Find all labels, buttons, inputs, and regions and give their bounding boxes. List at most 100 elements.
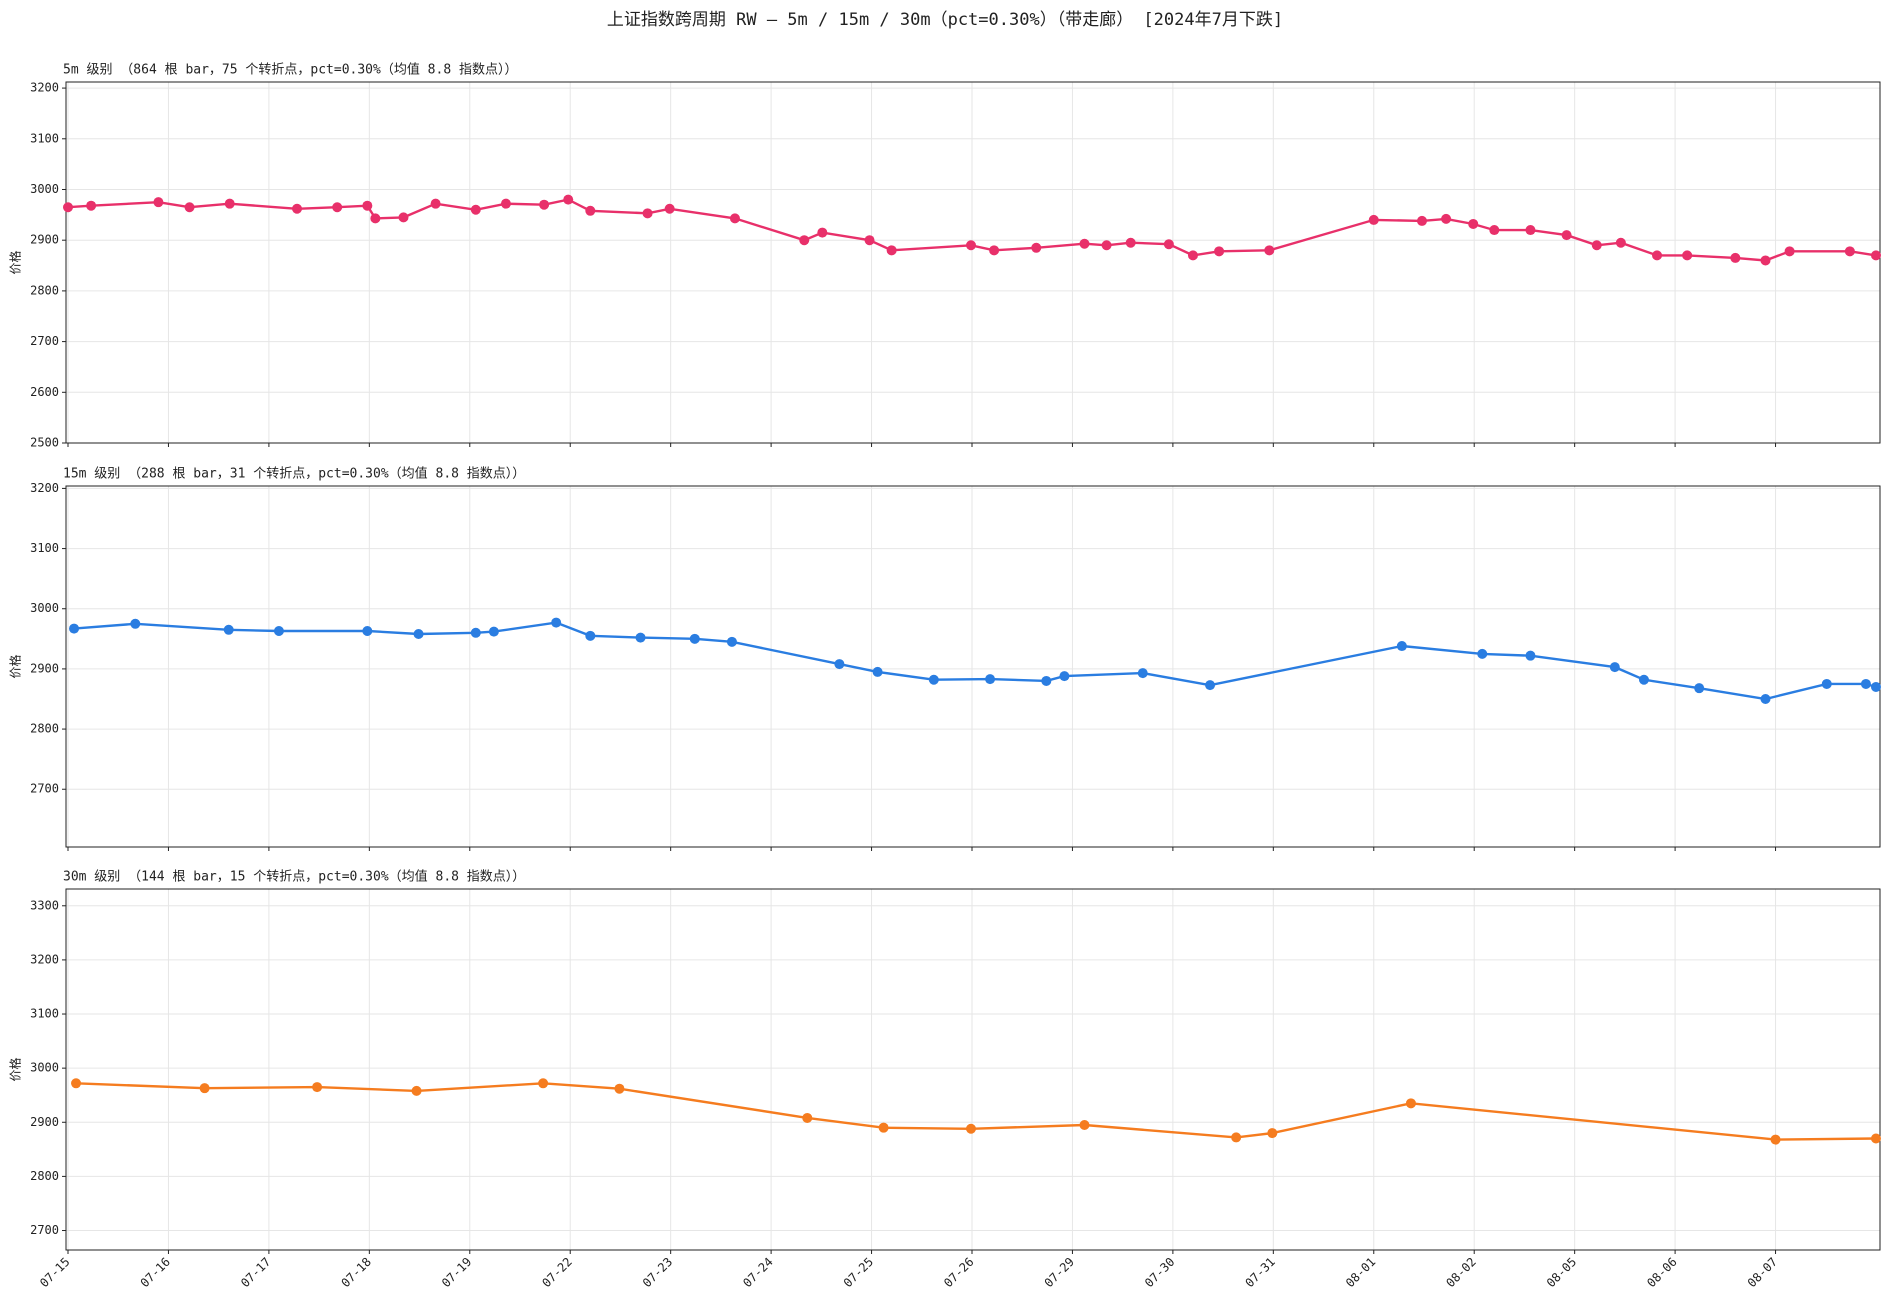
turning-point bbox=[729, 213, 740, 224]
x-tick-label: 07-26 bbox=[941, 1255, 976, 1290]
turning-point bbox=[86, 200, 97, 211]
turning-point bbox=[413, 629, 424, 640]
turning-point bbox=[928, 674, 939, 685]
turning-point bbox=[430, 198, 441, 209]
turning-point bbox=[470, 204, 481, 215]
turning-point bbox=[1137, 668, 1148, 679]
turning-point bbox=[362, 200, 373, 211]
y-tick-label: 3000 bbox=[30, 601, 59, 615]
y-tick-label: 3100 bbox=[30, 541, 59, 555]
turning-point bbox=[585, 630, 596, 641]
turning-point bbox=[538, 1078, 549, 1089]
turning-point bbox=[1760, 255, 1771, 266]
turning-point bbox=[1267, 1128, 1278, 1139]
turning-point bbox=[1205, 680, 1216, 691]
turning-point bbox=[1870, 681, 1881, 692]
turning-point bbox=[223, 624, 234, 635]
turning-point bbox=[551, 617, 562, 628]
y-tick-label: 2800 bbox=[30, 722, 59, 736]
turning-point bbox=[1760, 693, 1771, 704]
x-tick-label: 08-05 bbox=[1544, 1255, 1579, 1290]
panel-subtitle: 15m 级别 （288 根 bar，31 个转折点，pct=0.30%（均值 8… bbox=[63, 466, 525, 482]
y-tick-label: 2500 bbox=[30, 436, 59, 450]
y-tick-label: 3100 bbox=[30, 131, 59, 145]
turning-point bbox=[370, 213, 381, 224]
y-tick-label: 3000 bbox=[30, 1061, 59, 1075]
turning-point bbox=[1405, 1098, 1416, 1109]
turning-point bbox=[184, 202, 195, 213]
turning-point bbox=[1694, 683, 1705, 694]
x-tick-label: 07-24 bbox=[740, 1255, 775, 1290]
x-tick-label: 07-29 bbox=[1042, 1255, 1077, 1290]
y-tick-label: 3200 bbox=[30, 481, 59, 495]
turning-line bbox=[75, 1082, 1877, 1141]
x-tick-label: 07-18 bbox=[338, 1255, 373, 1290]
y-axis-label: 价格 bbox=[8, 250, 23, 274]
turning-point bbox=[1682, 250, 1693, 261]
turning-point bbox=[1561, 230, 1572, 241]
turning-point bbox=[362, 626, 373, 637]
y-tick-label: 2800 bbox=[30, 283, 59, 297]
turning-point bbox=[1079, 1119, 1090, 1130]
turning-point bbox=[292, 203, 303, 214]
x-tick-label: 07-17 bbox=[238, 1255, 273, 1290]
turning-point bbox=[1870, 1133, 1881, 1144]
turning-point bbox=[664, 203, 675, 214]
turning-point bbox=[726, 636, 737, 647]
turning-point bbox=[1844, 246, 1855, 257]
turning-point bbox=[1591, 240, 1602, 251]
turning-point bbox=[130, 618, 141, 629]
turning-point bbox=[224, 198, 235, 209]
turning-point bbox=[1441, 213, 1452, 224]
y-tick-label: 3200 bbox=[30, 81, 59, 95]
turning-point bbox=[1264, 245, 1275, 256]
x-tick-label: 07-31 bbox=[1242, 1255, 1277, 1290]
y-tick-label: 2800 bbox=[30, 1169, 59, 1183]
turning-point bbox=[71, 1078, 82, 1089]
turning-point bbox=[878, 1122, 889, 1133]
turning-point bbox=[1730, 252, 1741, 263]
turning-point bbox=[642, 208, 653, 219]
x-tick-label: 08-01 bbox=[1343, 1255, 1378, 1290]
turning-point bbox=[1638, 674, 1649, 685]
turning-point bbox=[585, 205, 596, 216]
y-tick-label: 2700 bbox=[30, 1223, 59, 1237]
turning-point bbox=[1468, 218, 1479, 229]
turning-point bbox=[411, 1085, 422, 1096]
turning-point bbox=[488, 626, 499, 637]
turning-point bbox=[689, 633, 700, 644]
turning-point bbox=[1615, 237, 1626, 248]
turning-point bbox=[273, 626, 284, 637]
turning-point bbox=[1477, 648, 1488, 659]
y-tick-label: 2700 bbox=[30, 334, 59, 348]
y-axis-label: 价格 bbox=[8, 1057, 23, 1081]
turning-point bbox=[1214, 246, 1225, 257]
turning-point bbox=[398, 212, 409, 223]
turning-point bbox=[834, 659, 845, 670]
turning-point bbox=[802, 1112, 813, 1123]
turning-point bbox=[69, 623, 80, 634]
plot-frame bbox=[65, 888, 1881, 1251]
turning-point bbox=[539, 199, 550, 210]
turning-point bbox=[864, 235, 875, 246]
turning-point bbox=[1059, 671, 1070, 682]
y-tick-label: 3300 bbox=[30, 898, 59, 912]
turning-point bbox=[1231, 1132, 1242, 1143]
turning-point bbox=[1396, 641, 1407, 652]
turning-point bbox=[872, 666, 883, 677]
turning-point bbox=[63, 202, 74, 213]
turning-point bbox=[799, 235, 810, 246]
turning-point bbox=[965, 1123, 976, 1134]
y-tick-label: 3000 bbox=[30, 182, 59, 196]
panel-subtitle: 30m 级别 （144 根 bar，15 个转折点，pct=0.30%（均值 8… bbox=[63, 869, 525, 885]
turning-line bbox=[73, 621, 1877, 701]
x-tick-label: 08-02 bbox=[1443, 1255, 1478, 1290]
x-tick-label: 07-30 bbox=[1142, 1255, 1177, 1290]
x-tick-label: 07-25 bbox=[841, 1255, 876, 1290]
turning-point bbox=[817, 227, 828, 238]
turning-point bbox=[1609, 662, 1620, 673]
y-tick-label: 3200 bbox=[30, 952, 59, 966]
turning-point bbox=[985, 674, 996, 685]
x-tick-label: 07-16 bbox=[138, 1255, 173, 1290]
